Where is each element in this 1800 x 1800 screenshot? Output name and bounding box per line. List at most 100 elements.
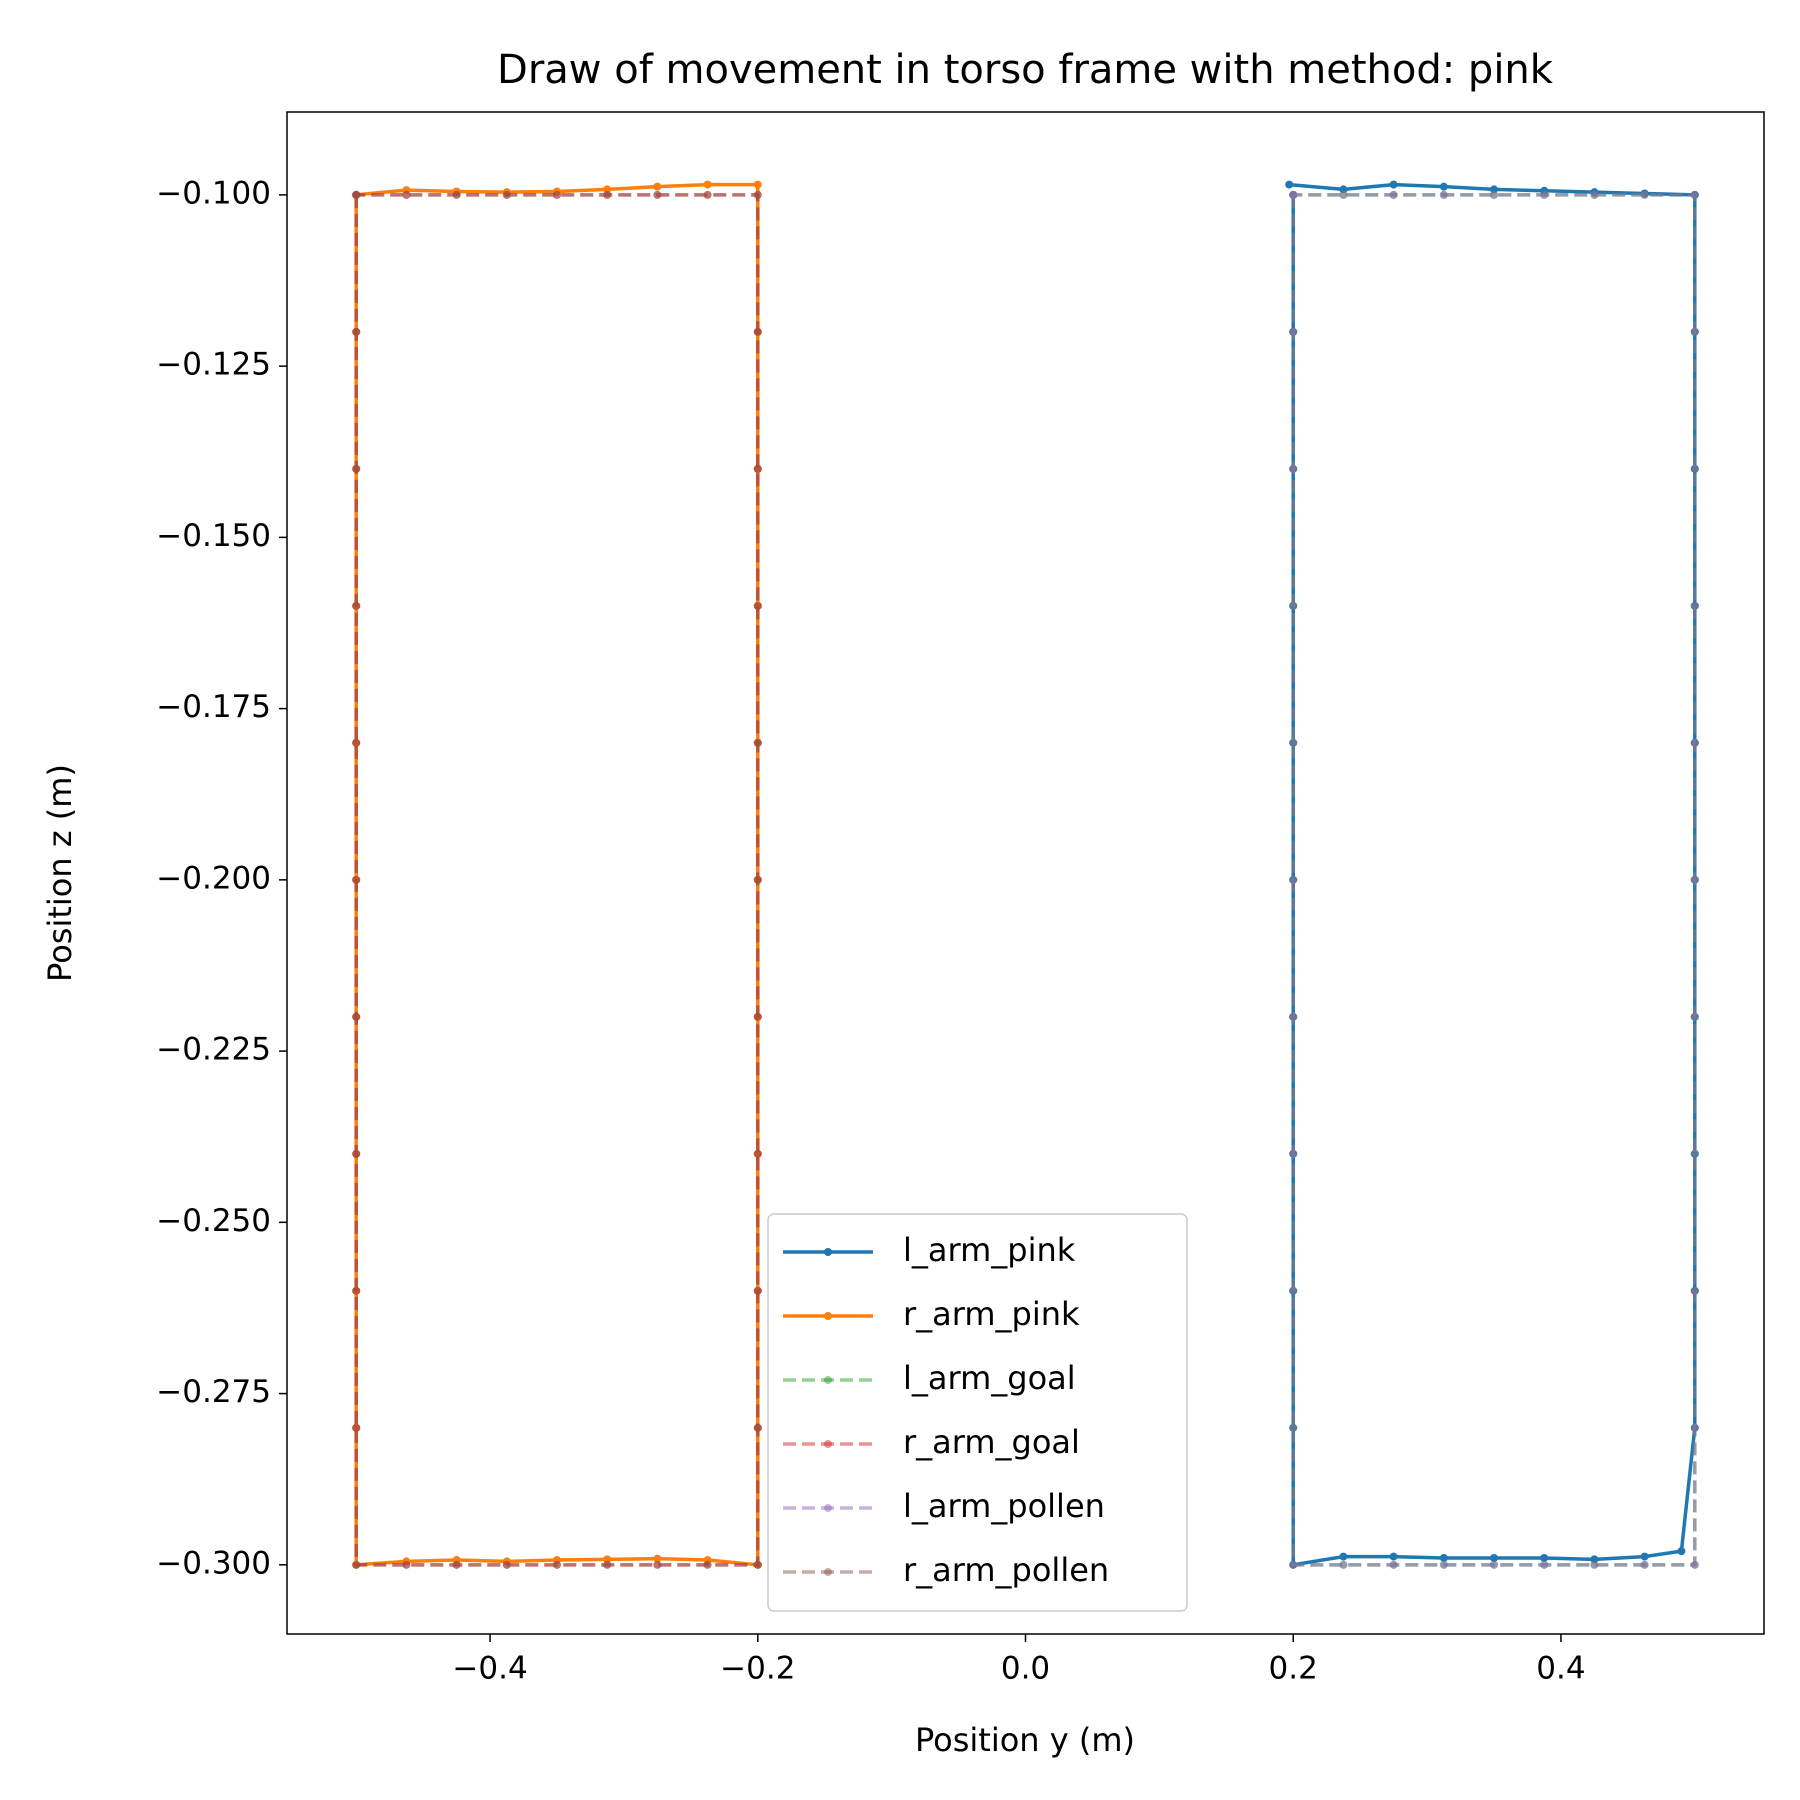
- axes-frame: [286, 111, 1765, 1635]
- data-point: [1289, 601, 1298, 610]
- data-point: [703, 1560, 712, 1569]
- y-tick-label: −0.125: [156, 347, 271, 383]
- data-point: [1289, 1286, 1298, 1295]
- x-tick-label: 0.4: [1536, 1651, 1585, 1687]
- data-point: [352, 464, 361, 473]
- y-tick-label: −0.275: [156, 1374, 271, 1410]
- data-point: [1285, 180, 1294, 189]
- data-point: [1690, 1560, 1699, 1569]
- data-point: [1540, 1560, 1549, 1569]
- data-point: [1439, 182, 1448, 191]
- x-tick-label: 0.2: [1269, 1651, 1318, 1687]
- data-point: [1439, 1560, 1448, 1569]
- y-tick-label: −0.250: [156, 1203, 271, 1239]
- data-point: [1289, 1423, 1298, 1432]
- data-point: [1389, 1560, 1398, 1569]
- data-point: [352, 190, 361, 199]
- data-point: [1590, 1560, 1599, 1569]
- data-point: [1490, 185, 1499, 194]
- data-point: [1690, 601, 1699, 610]
- x-tick-label: −0.2: [720, 1651, 795, 1687]
- data-point: [653, 1554, 662, 1563]
- data-point: [603, 190, 612, 199]
- legend-label: r_arm_pollen: [903, 1551, 1109, 1589]
- x-tick-label: 0.0: [1001, 1651, 1050, 1687]
- data-point: [653, 1560, 662, 1569]
- data-point: [753, 738, 762, 747]
- data-point: [1490, 1560, 1499, 1569]
- data-point: [1690, 1286, 1699, 1295]
- data-point: [452, 1560, 461, 1569]
- data-point: [1289, 875, 1298, 884]
- data-point: [1490, 190, 1499, 199]
- data-point: [352, 875, 361, 884]
- data-point: [1339, 1560, 1348, 1569]
- data-point: [1540, 1553, 1549, 1562]
- data-point: [753, 1012, 762, 1021]
- data-point: [402, 1560, 411, 1569]
- series-line: [354, 193, 760, 1567]
- legend-box: [767, 1213, 1188, 1612]
- data-point: [653, 190, 662, 199]
- legend: l_arm_pink r_arm_pink l_arm_goal r_arm_goal…: [767, 1213, 1188, 1612]
- data-point: [1289, 327, 1298, 336]
- y-axis-label: Position z (m): [41, 764, 79, 982]
- legend-marker: [824, 1440, 832, 1448]
- legend-marker: [824, 1504, 832, 1512]
- data-point: [552, 1560, 561, 1569]
- data-point: [1289, 1012, 1298, 1021]
- data-point: [1289, 1560, 1298, 1569]
- data-point: [1677, 1547, 1686, 1556]
- data-point: [1389, 1552, 1398, 1561]
- data-point: [352, 327, 361, 336]
- legend-marker: [824, 1568, 832, 1576]
- data-point: [352, 601, 361, 610]
- data-point: [1289, 190, 1298, 199]
- data-point: [1690, 875, 1699, 884]
- legend-label: r_arm_pink: [903, 1295, 1080, 1333]
- data-point: [603, 185, 612, 194]
- data-point: [1690, 1012, 1699, 1021]
- data-point: [552, 190, 561, 199]
- data-point: [1640, 1560, 1649, 1569]
- data-point: [1540, 190, 1549, 199]
- data-point: [1439, 190, 1448, 199]
- data-point: [753, 180, 762, 189]
- series-line: [1291, 193, 1697, 1567]
- data-point: [352, 738, 361, 747]
- legend-label: r_arm_goal: [903, 1423, 1080, 1461]
- series-line: [354, 193, 760, 1567]
- data-point: [753, 1149, 762, 1158]
- legend-label: l_arm_goal: [903, 1359, 1076, 1397]
- data-point: [753, 1423, 762, 1432]
- data-point: [603, 1555, 612, 1564]
- data-point: [1690, 327, 1699, 336]
- series-line: [1289, 182, 1697, 1567]
- y-tick-label: −0.100: [156, 175, 271, 211]
- data-point: [753, 464, 762, 473]
- data-point: [1590, 190, 1599, 199]
- data-point: [1490, 1553, 1499, 1562]
- x-axis-label: Position y (m): [915, 1721, 1135, 1759]
- legend-label: l_arm_pink: [903, 1231, 1076, 1269]
- legend-marker: [824, 1376, 832, 1384]
- data-point: [653, 182, 662, 191]
- data-point: [753, 1286, 762, 1295]
- data-point: [352, 1286, 361, 1295]
- y-tick-label: −0.300: [156, 1545, 271, 1581]
- data-point: [753, 601, 762, 610]
- legend-label: l_arm_pollen: [903, 1487, 1105, 1525]
- data-point: [452, 190, 461, 199]
- data-point: [753, 1560, 762, 1569]
- legend-marker: [824, 1248, 832, 1256]
- data-point: [1389, 190, 1398, 199]
- data-point: [1690, 190, 1699, 199]
- y-tick-label: −0.200: [156, 860, 271, 896]
- y-tick-label: −0.225: [156, 1032, 271, 1068]
- data-point: [1339, 1552, 1348, 1561]
- data-point: [1289, 738, 1298, 747]
- data-point: [753, 327, 762, 336]
- data-point: [1690, 738, 1699, 747]
- data-point: [352, 1012, 361, 1021]
- data-point: [1690, 1149, 1699, 1158]
